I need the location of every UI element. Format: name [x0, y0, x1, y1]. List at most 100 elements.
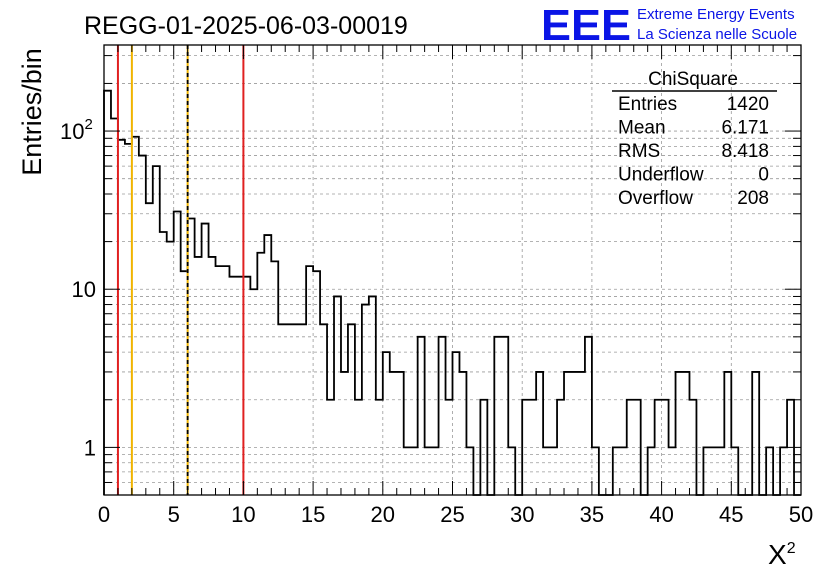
- histogram-bin: [362, 305, 369, 495]
- x-tick-label: 40: [649, 502, 673, 527]
- histogram-bin: [432, 447, 439, 495]
- histogram-bin: [683, 372, 690, 495]
- histogram-bin: [710, 447, 717, 495]
- stats-value: 0: [758, 165, 769, 186]
- histogram-bin: [167, 242, 174, 495]
- histogram-bin: [229, 277, 236, 495]
- histogram-bin: [627, 400, 634, 495]
- histogram-bin: [655, 400, 662, 495]
- histogram-bin: [216, 266, 223, 495]
- histogram-bin: [257, 253, 264, 495]
- histogram-bin: [153, 166, 160, 495]
- histogram-bin: [348, 324, 355, 495]
- histogram-bin: [550, 447, 557, 495]
- histogram-bin: [209, 257, 216, 495]
- stats-box: ChiSquare Entries 1420 Mean 6.171 RMS 8.418 Un…: [612, 69, 777, 209]
- histogram-bin: [620, 447, 627, 495]
- histogram: [103, 89, 801, 496]
- histogram-bin: [536, 372, 543, 495]
- histogram-bin: [418, 337, 425, 495]
- histogram-bin: [459, 372, 466, 495]
- histogram-bin: [411, 447, 418, 495]
- stats-rows: Entries 1420 Mean 6.171 RMS 8.418 Underflow 0 Ov…: [618, 94, 769, 209]
- histogram-bin: [278, 324, 285, 495]
- y-tick-labels: 1 10 102: [60, 116, 96, 460]
- stats-label: Overflow: [618, 188, 693, 209]
- histogram-bin: [662, 400, 669, 495]
- stats-value: 8.418: [721, 141, 769, 162]
- x-tick-label: 15: [301, 502, 325, 527]
- histogram-bin: [160, 232, 167, 495]
- histogram-bin: [383, 352, 390, 495]
- histogram-bin: [188, 218, 195, 495]
- histogram-bin: [634, 400, 641, 495]
- stats-label: Underflow: [618, 165, 704, 186]
- y-axis-label: Entries/bin: [17, 48, 47, 176]
- histogram-bin: [578, 372, 585, 495]
- histogram-bin: [404, 447, 411, 495]
- x-tick-label: 20: [371, 502, 395, 527]
- logo-line1: Extreme Energy Events: [637, 6, 795, 23]
- histogram-bin: [299, 324, 306, 495]
- histogram-bin: [439, 337, 446, 495]
- histogram-bin: [355, 400, 362, 495]
- x-tick-label: 30: [510, 502, 534, 527]
- x-tick-label: 10: [231, 502, 255, 527]
- histogram-bin: [376, 400, 383, 495]
- histogram-bin: [243, 277, 250, 495]
- histogram-bin: [613, 447, 620, 495]
- x-tick-label: 0: [98, 502, 110, 527]
- histogram-bin: [195, 257, 202, 495]
- histogram-bin: [557, 400, 564, 495]
- y-tick-label: 102: [60, 116, 93, 144]
- histogram-bin: [236, 277, 243, 495]
- y-tick-label: 10: [72, 277, 96, 302]
- histogram-bin: [327, 400, 334, 495]
- histogram-bin: [271, 261, 278, 495]
- histogram-bin: [341, 372, 348, 495]
- x-tick-label: 45: [719, 502, 743, 527]
- histogram-bin: [494, 337, 501, 495]
- histogram-bin: [181, 271, 188, 495]
- x-tick-label: 50: [789, 502, 813, 527]
- histogram-bin: [689, 400, 696, 495]
- histogram-bin: [264, 235, 271, 495]
- x-tick-labels: 0 5 10 15 20 25 30 35 40 45 50: [98, 502, 813, 527]
- logo-line2: La Scienza nelle Scuole: [637, 26, 797, 43]
- x-tick-label: 5: [168, 502, 180, 527]
- histogram-bin: [564, 372, 571, 495]
- stats-value: 6.171: [721, 118, 769, 139]
- histogram-bin: [592, 447, 599, 495]
- histogram-bin: [202, 224, 209, 495]
- histogram-bin: [543, 447, 550, 495]
- x-axis-label: X2: [768, 539, 796, 570]
- histogram-bin: [104, 91, 111, 495]
- histogram-bin: [320, 324, 327, 495]
- histogram-bin: [174, 212, 181, 495]
- histogram-bin: [717, 447, 724, 495]
- histogram-bin: [146, 203, 153, 495]
- histogram-bin: [313, 271, 320, 495]
- histogram-bin: [731, 447, 738, 495]
- histogram-bin: [669, 447, 676, 495]
- stats-value: 208: [737, 188, 769, 209]
- histogram-bin: [724, 372, 731, 495]
- histogram-bin: [766, 447, 773, 495]
- stats-value: 1420: [727, 94, 769, 115]
- histogram-bin: [397, 372, 404, 495]
- y-tick-label: 1: [84, 435, 96, 460]
- stats-label: Entries: [618, 94, 677, 115]
- histogram-bin: [676, 372, 683, 495]
- stats-title: ChiSquare: [648, 69, 738, 90]
- histogram-bin: [132, 137, 139, 495]
- x-axis-label-main: X: [768, 539, 787, 570]
- histogram-bin: [501, 337, 508, 495]
- histogram-bin: [648, 447, 655, 495]
- eee-logo: EEE Extreme Energy Events La Scienza nel…: [541, 1, 797, 50]
- histogram-bin: [508, 447, 515, 495]
- histogram-bin: [522, 400, 529, 495]
- histogram-bin: [780, 447, 787, 495]
- histogram-bin: [306, 266, 313, 495]
- histogram-bin: [466, 447, 473, 495]
